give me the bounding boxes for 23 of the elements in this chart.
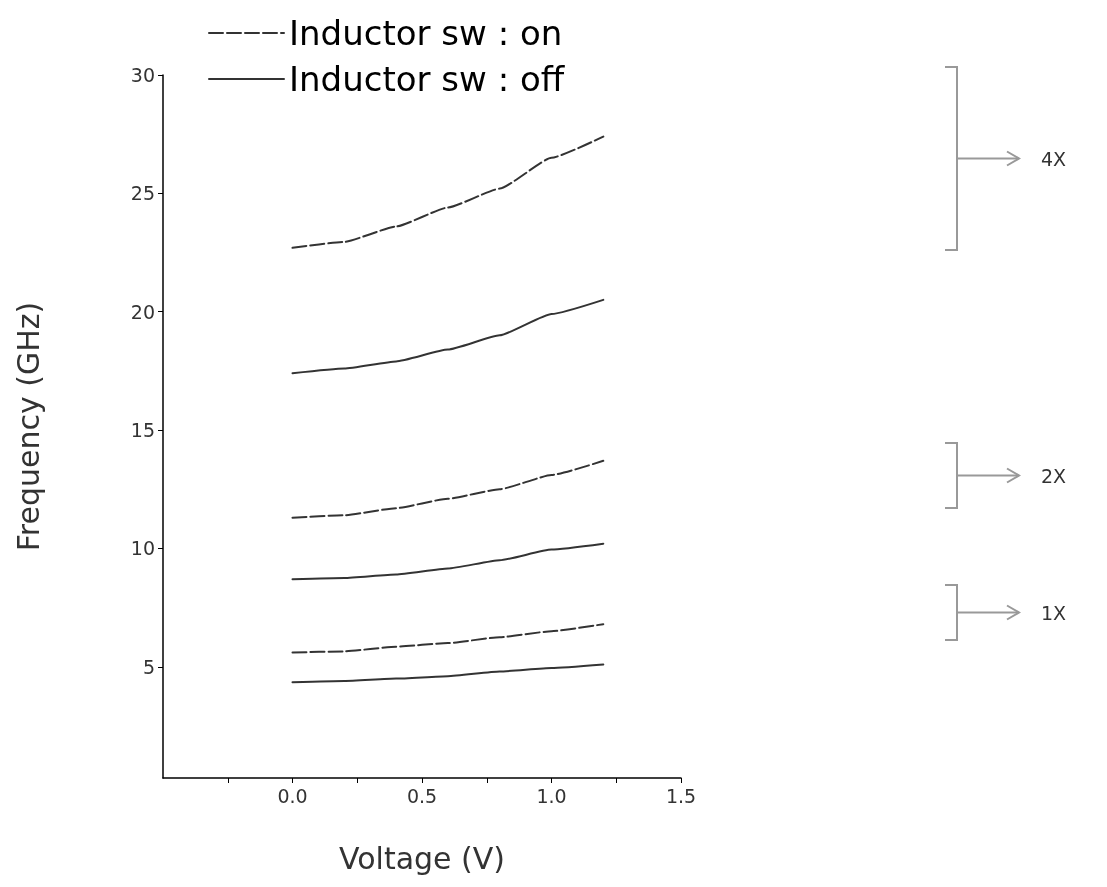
line-series (291, 298, 605, 375)
legend-label: Inductor sw : off (289, 59, 566, 99)
line-series (291, 542, 605, 581)
y-tick-label: 10 (130, 537, 155, 560)
y-tick-label: 5 (142, 655, 155, 678)
x-tick-label: 1.5 (665, 784, 697, 807)
x-tick-label: 0.5 (406, 784, 438, 807)
x-tick-label: 0.0 (277, 784, 308, 807)
y-axis-title: Frequency (GHz) (10, 301, 46, 552)
x-tick-label: 1.0 (536, 784, 567, 807)
text: 1X (1041, 601, 1067, 624)
y-tick-label: 20 (130, 300, 155, 323)
legend-label: Inductor sw : on (289, 13, 563, 53)
line-series (291, 623, 605, 654)
y-tick-label: 30 (130, 64, 155, 86)
line-series (291, 135, 605, 249)
text: 4X (1041, 147, 1067, 170)
y-tick-label: 15 (130, 419, 155, 442)
text: 2X (1041, 464, 1067, 487)
x-axis-title: Voltage (V) (339, 840, 505, 876)
line-series (291, 663, 605, 684)
line-series (291, 459, 605, 519)
y-tick-label: 25 (130, 182, 155, 205)
